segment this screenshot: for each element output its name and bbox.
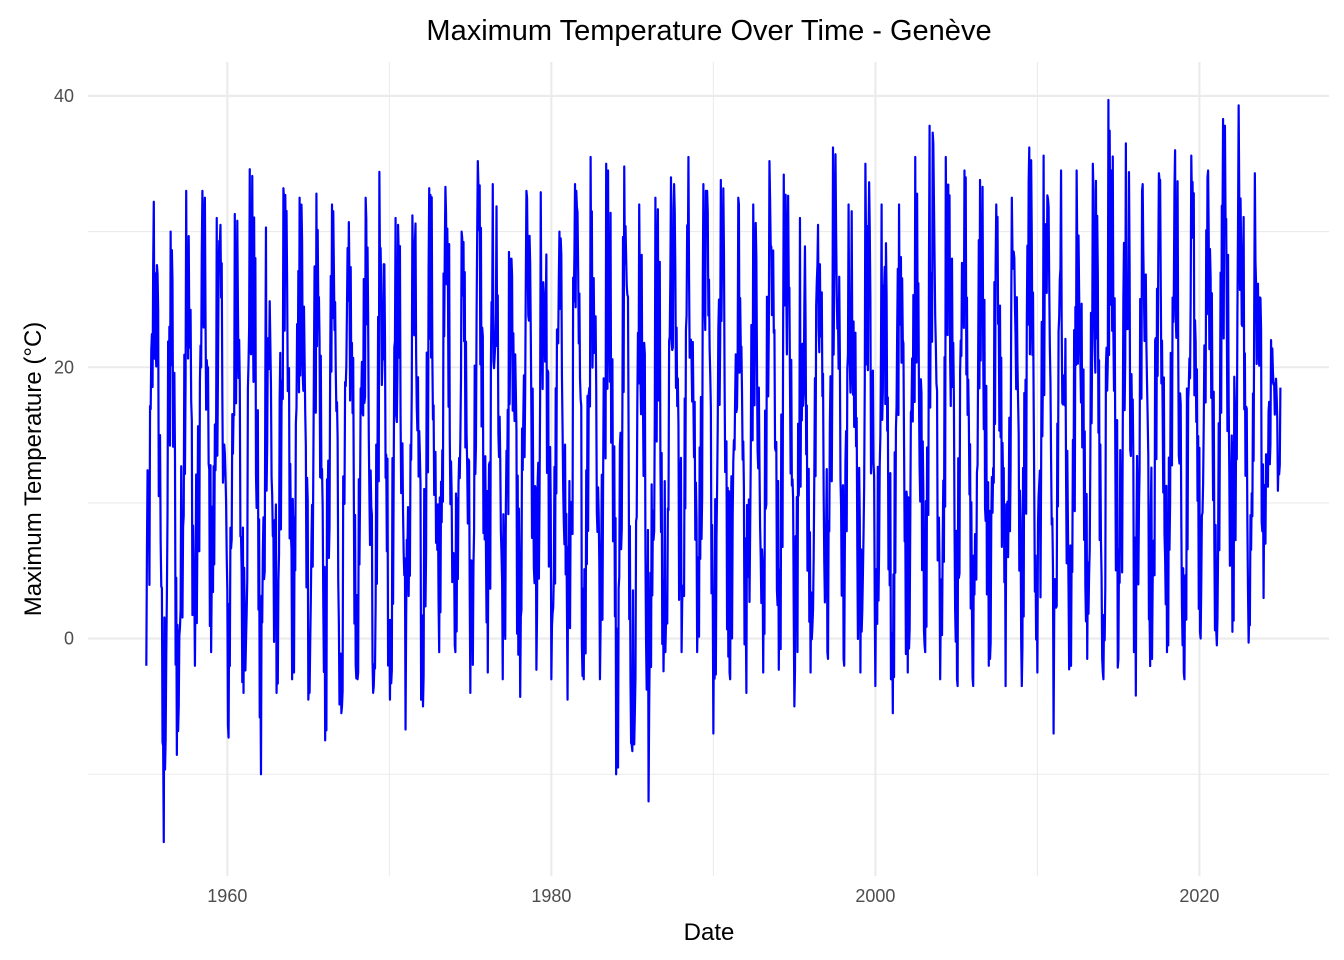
y-axis-title: Maximum Temperature (°C) — [20, 322, 47, 617]
y-tick-label: 40 — [54, 86, 74, 106]
series-line-max-temperature — [145, 98, 1282, 844]
y-axis-tick-labels: 0 20 40 — [54, 86, 74, 649]
x-axis-tick-labels: 1960 1980 2000 2020 — [207, 886, 1219, 906]
x-axis-title: Date — [684, 919, 735, 946]
x-tick-label: 2020 — [1179, 886, 1219, 906]
x-tick-label: 1980 — [531, 886, 571, 906]
x-tick-label: 2000 — [855, 886, 895, 906]
y-tick-label: 0 — [64, 629, 74, 649]
y-tick-label: 20 — [54, 357, 74, 377]
x-tick-label: 1960 — [207, 886, 247, 906]
chart-title: Maximum Temperature Over Time - Genève — [426, 15, 991, 47]
